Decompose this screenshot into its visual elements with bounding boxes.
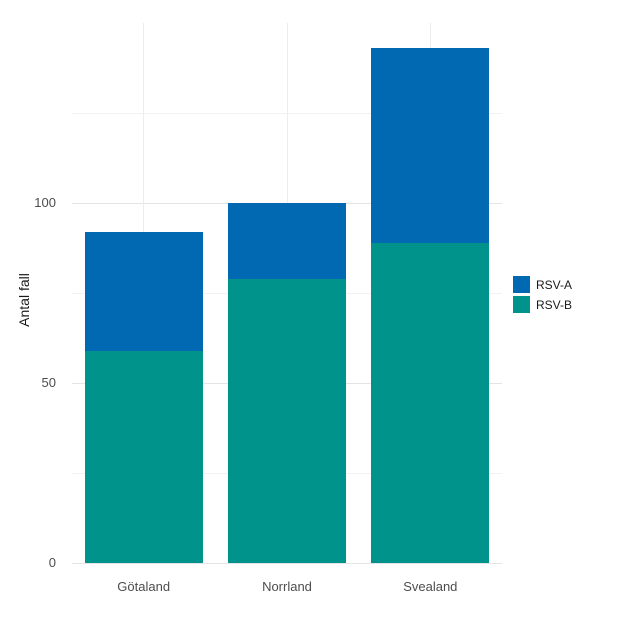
x-tick-label: Götaland bbox=[117, 579, 171, 594]
legend-item: RSV-A bbox=[513, 276, 572, 293]
y-axis-title: Antal fall bbox=[16, 273, 32, 327]
y-tick-label: 50 bbox=[41, 375, 56, 390]
bar-segment-norrland-rsv-b bbox=[228, 278, 346, 563]
bar-segment-götaland-rsv-b bbox=[84, 350, 203, 563]
bar-segment-götaland-rsv-a bbox=[84, 231, 203, 351]
legend-item: RSV-B bbox=[513, 296, 572, 313]
bar-segment-norrland-rsv-a bbox=[228, 203, 346, 279]
legend-label: RSV-A bbox=[536, 277, 573, 292]
x-tick-label: Svealand bbox=[403, 579, 458, 594]
legend-swatch bbox=[513, 296, 530, 313]
legend: RSV-A RSV-B bbox=[513, 276, 572, 316]
plot-panel: Götaland Norrland Svealand bbox=[72, 23, 502, 594]
gridline-major bbox=[72, 562, 502, 564]
x-tick-label: Norrland bbox=[262, 579, 312, 594]
y-tick-label: 100 bbox=[34, 195, 56, 210]
legend-label: RSV-B bbox=[536, 297, 573, 312]
legend-swatch bbox=[513, 276, 530, 293]
y-tick-label: 0 bbox=[48, 555, 56, 570]
bar-segment-svealand-rsv-b bbox=[371, 242, 490, 563]
bar-segment-svealand-rsv-a bbox=[371, 48, 490, 243]
